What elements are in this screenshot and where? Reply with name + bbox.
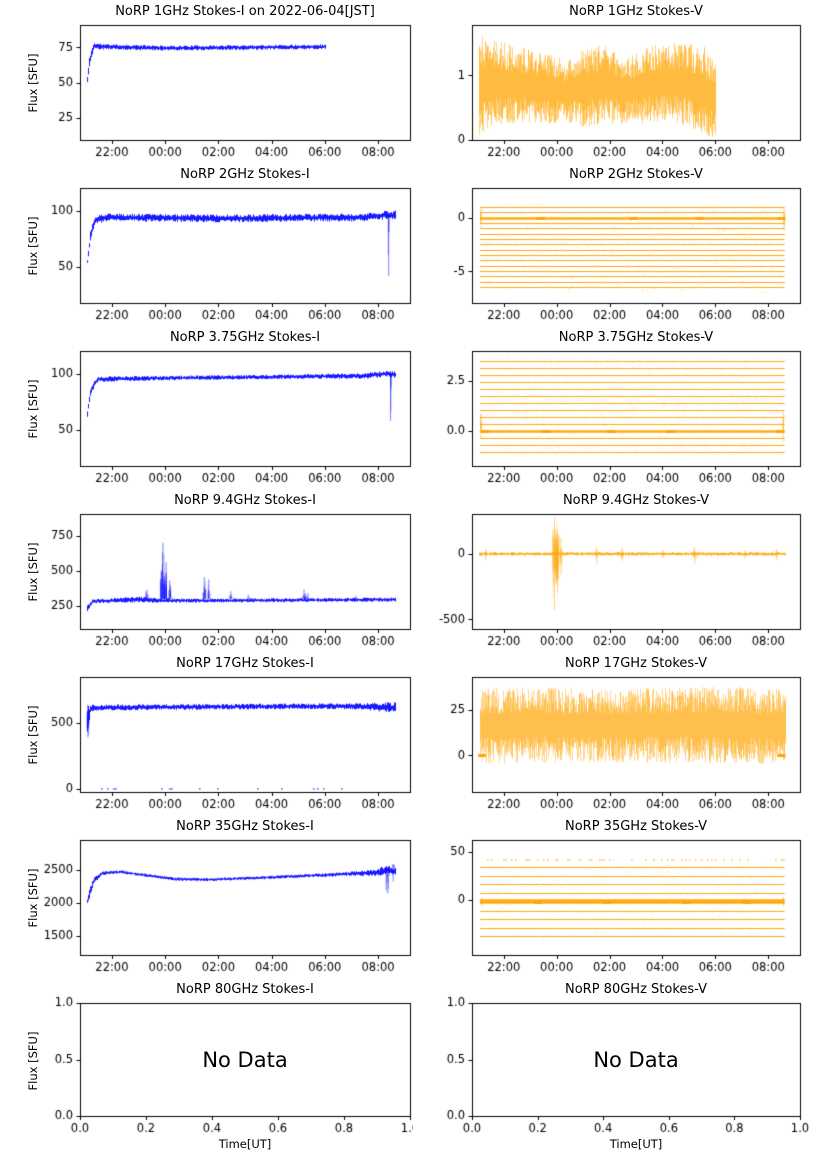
plot-canvas-3-75ghz-v [413, 326, 827, 489]
no-data-annotation: No Data [593, 1047, 679, 1072]
plot-canvas-17ghz-v [413, 652, 827, 815]
plot-canvas-2ghz-i [0, 163, 413, 326]
plot-canvas-3-75ghz-i [0, 326, 413, 489]
plot-canvas-35ghz-i [0, 815, 413, 978]
plot-canvas-9-4ghz-i [0, 489, 413, 652]
plot-canvas-35ghz-v [413, 815, 827, 978]
plot-canvas-80ghz-v [413, 978, 827, 1169]
x-axis-label: Time[UT] [218, 1137, 272, 1151]
plot-canvas-9-4ghz-v [413, 489, 827, 652]
plot-canvas-1ghz-i [0, 0, 413, 163]
no-data-annotation: No Data [202, 1047, 288, 1072]
plot-canvas-17ghz-i [0, 652, 413, 815]
x-axis-label: Time[UT] [609, 1137, 663, 1151]
plot-canvas-80ghz-i [0, 978, 413, 1169]
plot-canvas-1ghz-v [413, 0, 827, 163]
plot-canvas-2ghz-v [413, 163, 827, 326]
